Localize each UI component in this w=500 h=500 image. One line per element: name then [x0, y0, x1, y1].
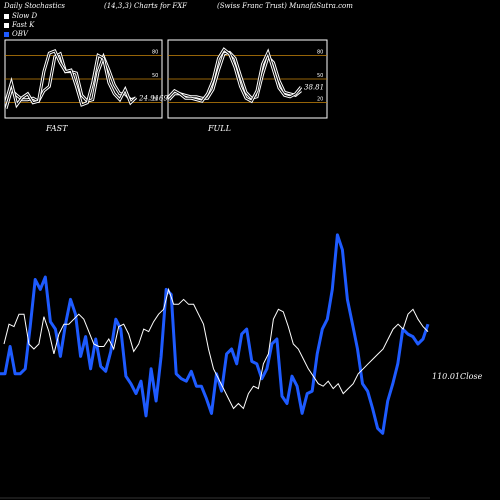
panel-label-fast: FAST	[46, 124, 68, 133]
legend: Slow D Fast K OBV	[4, 12, 37, 39]
tick-label-full-50: 50	[317, 73, 323, 79]
series-line-full-1	[168, 48, 302, 102]
series-outline-fast-0	[4, 51, 137, 110]
legend-label-fast-k: Fast K	[12, 21, 35, 29]
legend-swatch-fast-k	[4, 23, 9, 28]
close-value-label: 110.01Close	[432, 372, 483, 381]
header-right: (Swiss Franc Trust) MunafaSutra.com	[217, 2, 353, 10]
tick-label-fast-80: 80	[152, 50, 158, 56]
close-line	[3, 287, 429, 410]
legend-item-fast-k: Fast K	[4, 21, 37, 30]
last-value-fast: 24.9169	[138, 95, 168, 103]
legend-label-slow-d: Slow D	[12, 12, 38, 20]
legend-item-slow-d: Slow D	[4, 12, 37, 21]
legend-item-obv: OBV	[4, 30, 37, 39]
obv-line	[0, 233, 430, 435]
header-title: (14,3,3) Charts for FXF	[104, 2, 188, 10]
legend-label-obv: OBV	[12, 30, 28, 38]
legend-swatch-slow-d	[4, 14, 9, 19]
tick-label-fast-50: 50	[152, 73, 158, 79]
header-left: Daily Stochastics	[4, 2, 66, 10]
series-line-fast-1	[5, 50, 137, 107]
tick-label-full-20: 20	[317, 96, 323, 102]
tick-label-fast-20: 20	[152, 96, 158, 102]
legend-swatch-obv	[4, 32, 9, 37]
tick-label-full-80: 80	[317, 50, 323, 56]
panel-label-full: FULL	[208, 124, 231, 133]
last-value-full: 38.81	[304, 84, 324, 92]
